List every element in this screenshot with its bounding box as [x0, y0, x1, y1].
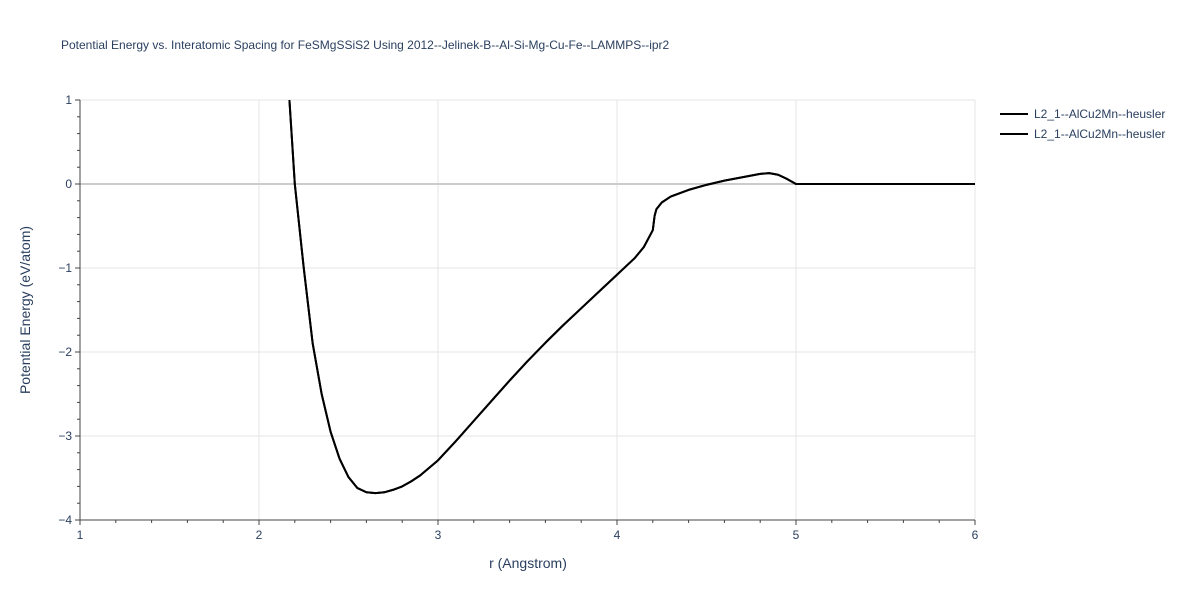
grid-layer [80, 99, 976, 520]
y-tick-label: −4 [58, 513, 72, 527]
x-tick-label: 3 [435, 528, 442, 542]
y-tick-label: 0 [65, 177, 72, 191]
legend-label: L2_1--AlCu2Mn--heusler [1034, 127, 1165, 141]
y-tick-label: −1 [58, 261, 72, 275]
chart-title: Potential Energy vs. Interatomic Spacing… [61, 38, 670, 52]
x-axis-title: r (Angstrom) [489, 555, 567, 571]
series-line-2 [288, 100, 975, 495]
x-tick-label: 5 [793, 528, 800, 542]
series-layer [288, 100, 975, 495]
legend: L2_1--AlCu2Mn--heusler L2_1--AlCu2Mn--heu… [1000, 107, 1165, 141]
y-axis-title: Potential Energy (eV/atom) [17, 226, 33, 394]
axis-layer: 1 2 3 4 5 6 1 0 −1 −2 −3 −4 [58, 93, 978, 542]
y-tick-label: 1 [65, 93, 72, 107]
x-tick-label: 1 [77, 528, 84, 542]
x-tick-label: 2 [256, 528, 263, 542]
y-tick-label: −3 [58, 429, 72, 443]
y-tick-label: −2 [58, 345, 72, 359]
legend-label: L2_1--AlCu2Mn--heusler [1034, 107, 1165, 121]
series-line-1 [288, 100, 975, 495]
x-tick-label: 6 [972, 528, 979, 542]
x-tick-label: 4 [614, 528, 621, 542]
